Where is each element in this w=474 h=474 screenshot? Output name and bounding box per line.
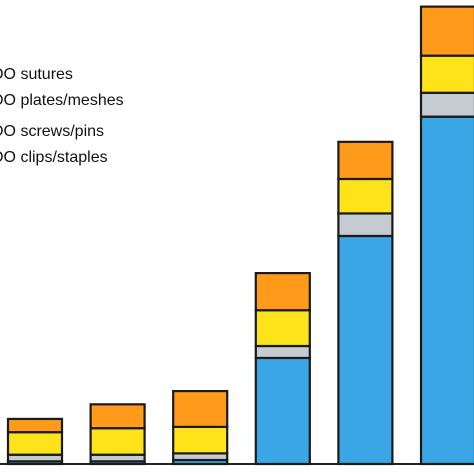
bar-segment-do-clips-staples-4 bbox=[254, 356, 311, 466]
bar-segment-do-plates-meshes-6 bbox=[419, 54, 474, 94]
bar-segment-do-plates-meshes-2 bbox=[89, 427, 146, 456]
bar-segment-do-sutures-1 bbox=[6, 417, 64, 434]
legend-label-sutures: DO sutures bbox=[0, 66, 73, 83]
bar-stack-6 bbox=[419, 5, 474, 466]
bar-stack-4 bbox=[254, 271, 311, 466]
legend: DO sutures DO plates/meshes DO screws/pi… bbox=[0, 66, 124, 166]
bar-segment-do-plates-meshes-5 bbox=[337, 177, 394, 215]
bar-segment-do-screws-pins-5 bbox=[337, 212, 394, 238]
bar-segment-do-clips-staples-5 bbox=[337, 234, 394, 466]
bar-segment-do-sutures-6 bbox=[419, 5, 474, 57]
bar-segment-do-sutures-3 bbox=[172, 389, 229, 428]
bar-segment-do-plates-meshes-1 bbox=[6, 431, 64, 456]
bar-segment-do-clips-staples-6 bbox=[419, 115, 474, 466]
bar-stack-1 bbox=[6, 417, 64, 466]
legend-label-plates-meshes: DO plates/meshes bbox=[0, 92, 124, 109]
bar-segment-do-sutures-2 bbox=[89, 403, 146, 430]
bar-stack-3 bbox=[172, 389, 229, 466]
bar-segment-do-plates-meshes-3 bbox=[172, 425, 229, 455]
bar-segment-do-plates-meshes-4 bbox=[254, 309, 311, 348]
bar-segment-do-screws-pins-4 bbox=[254, 344, 311, 360]
legend-label-clips-staples: DO clips/staples bbox=[0, 149, 108, 166]
bar-stack-2 bbox=[89, 403, 146, 466]
bar-segment-do-sutures-5 bbox=[337, 140, 394, 181]
bar-segment-do-sutures-4 bbox=[254, 271, 311, 312]
legend-label-screws-pins: DO screws/pins bbox=[0, 123, 104, 140]
bar-segment-do-screws-pins-6 bbox=[419, 91, 474, 118]
bars-layer bbox=[6, 5, 474, 466]
bar-stack-5 bbox=[337, 140, 394, 466]
